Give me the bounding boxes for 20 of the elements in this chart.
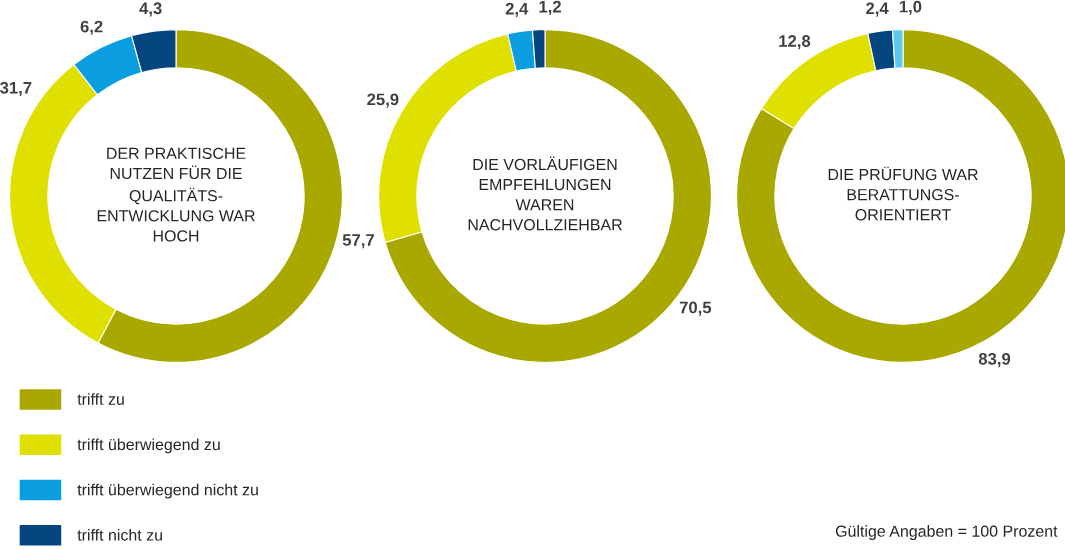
legend-label: trifft zu: [77, 393, 124, 405]
data-label: 25,9: [367, 93, 399, 108]
data-label: 83,9: [978, 352, 1011, 368]
legend-label: trifft überwiegend zu: [77, 438, 220, 454]
data-label: 4,3: [139, 2, 162, 17]
data-label: 31,7: [0, 81, 32, 97]
data-label: 1,2: [539, 0, 561, 15]
data-label: 1,0: [899, 0, 922, 15]
data-label: 2,4: [866, 2, 889, 17]
data-label: 12,8: [779, 35, 811, 50]
legend-label: trifft überwiegend nicht zu: [77, 483, 258, 499]
text: DIE VORLÄUFIGEN EMPFEHLUNGEN WAREN NACHVOLLZIEHBAR: [468, 156, 622, 231]
data-label: 6,2: [80, 20, 103, 35]
legend-label: trifft nicht zu: [77, 529, 162, 541]
data-label: 70,5: [679, 301, 712, 316]
text: DIE PRÜFUNG WAR BERATTUNGS- ORIENTIERT: [828, 166, 978, 221]
data-label: 2,4: [505, 2, 529, 17]
text: DER PRAKTISCHE NUTZEN FÜR DIE QUALITÄTS- ENTWICKLUNG WAR HOCH: [97, 147, 255, 242]
data-label: 57,7: [342, 234, 374, 249]
text: Gültige Angaben = 100 Prozent: [835, 525, 1058, 540]
